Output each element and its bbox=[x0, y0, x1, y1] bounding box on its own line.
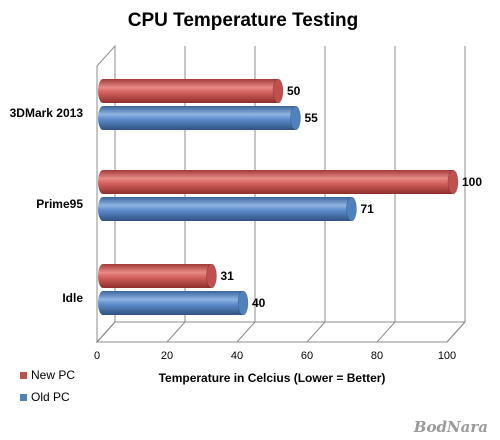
category-label: 3DMark 2013 bbox=[10, 106, 84, 120]
category-label: Idle bbox=[62, 291, 83, 305]
floor-gridline bbox=[96, 321, 116, 343]
data-label: 40 bbox=[252, 296, 266, 310]
floor-gridline bbox=[446, 321, 466, 343]
x-tick-label: 0 bbox=[94, 350, 100, 362]
floor-gridline bbox=[166, 321, 186, 343]
legend-swatch bbox=[20, 372, 27, 379]
bar bbox=[98, 105, 301, 131]
bar bbox=[98, 169, 459, 195]
x-tick-label: 80 bbox=[371, 350, 383, 362]
labels: 3DMark 2013 50 55 Prime95 100 71 Idle 31 40 bbox=[10, 84, 483, 310]
chart-title: CPU Temperature Testing bbox=[128, 10, 359, 31]
floor-gridline bbox=[306, 321, 326, 343]
x-tick-label: 60 bbox=[301, 350, 313, 362]
legend-label: Old PC bbox=[31, 390, 70, 404]
data-label: 71 bbox=[361, 202, 375, 216]
bar bbox=[98, 196, 357, 222]
data-label: 100 bbox=[462, 175, 482, 189]
bars bbox=[98, 78, 459, 316]
data-label: 55 bbox=[305, 111, 319, 125]
x-axis-label: Temperature in Celcius (Lower = Better) bbox=[159, 371, 386, 385]
category-label: Prime95 bbox=[36, 197, 83, 211]
data-label: 31 bbox=[221, 269, 235, 283]
x-tick-label: 40 bbox=[231, 350, 243, 362]
legend-label: New PC bbox=[31, 368, 75, 382]
watermark-logo: BodNara bbox=[413, 418, 488, 436]
x-tick-label: 100 bbox=[438, 350, 456, 362]
bar bbox=[98, 78, 284, 104]
legend-swatch bbox=[20, 394, 27, 401]
data-label: 50 bbox=[287, 84, 301, 98]
legend: New PC Old PC bbox=[20, 368, 75, 404]
floor-gridline bbox=[376, 321, 396, 343]
bar bbox=[98, 263, 217, 289]
floor bbox=[95, 321, 467, 343]
x-tick-label: 20 bbox=[161, 350, 173, 362]
bar bbox=[98, 290, 249, 316]
floor-gridline bbox=[236, 321, 256, 343]
